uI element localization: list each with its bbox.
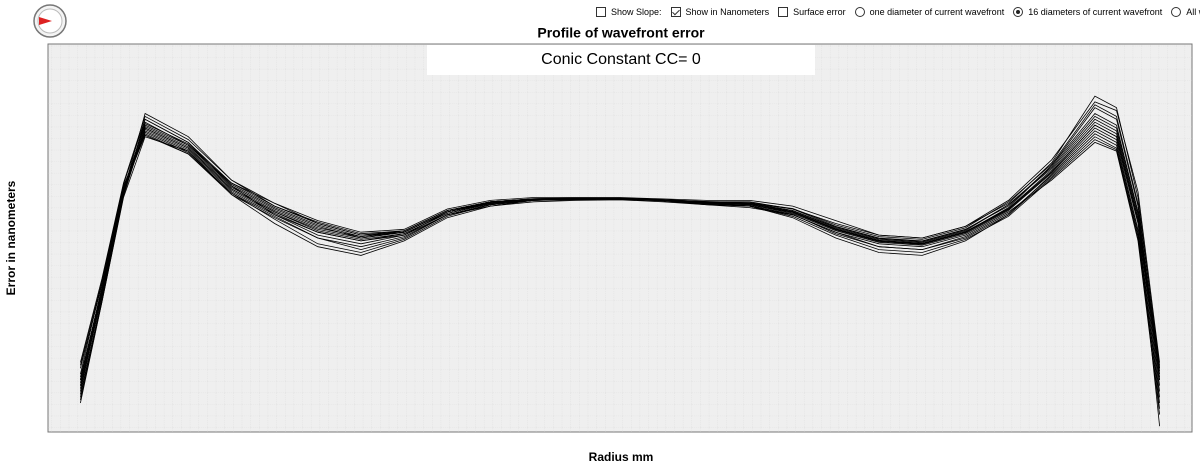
- checkbox[interactable]: Show in Nanometers: [670, 7, 770, 17]
- y-axis-label: Error in nanometers: [4, 180, 18, 295]
- annotation-box: [427, 45, 815, 75]
- series-line: [80, 104, 1160, 366]
- checkbox-indicator[interactable]: [596, 7, 606, 17]
- chart-title: Profile of wavefront error: [537, 25, 705, 41]
- minor-grid: [48, 44, 1192, 432]
- checkbox-label: Show Slope:: [611, 7, 662, 17]
- series-line: [80, 124, 1160, 427]
- checkbox-indicator[interactable]: [670, 7, 681, 17]
- controls-bar: Show Slope: Show in Nanometers Surface err…: [596, 7, 1200, 17]
- checkbox-label: Surface error: [793, 7, 846, 17]
- checkbox[interactable]: Show Slope:: [596, 7, 662, 17]
- radio[interactable]: one diameter of current wavefront: [854, 7, 1005, 17]
- radio-indicator[interactable]: [1171, 7, 1182, 17]
- x-axis-label: Radius mm: [589, 450, 654, 464]
- annotation: Conic Constant CC= 0: [541, 51, 701, 68]
- radio-indicator[interactable]: [854, 7, 865, 17]
- radio-label: 16 diameters of current wavefront: [1028, 7, 1163, 17]
- radio-indicator[interactable]: [1013, 7, 1024, 17]
- checkbox-indicator[interactable]: [778, 7, 789, 17]
- checkbox[interactable]: Surface error: [778, 7, 846, 17]
- compass-icon: [33, 4, 67, 38]
- radio[interactable]: All wavefronts: [1171, 7, 1200, 17]
- checkbox-label: Show in Nanometers: [685, 7, 770, 17]
- radio-label: All wavefronts: [1186, 7, 1200, 17]
- radio[interactable]: 16 diameters of current wavefront: [1013, 7, 1162, 17]
- radio-label: one diameter of current wavefront: [869, 7, 1005, 17]
